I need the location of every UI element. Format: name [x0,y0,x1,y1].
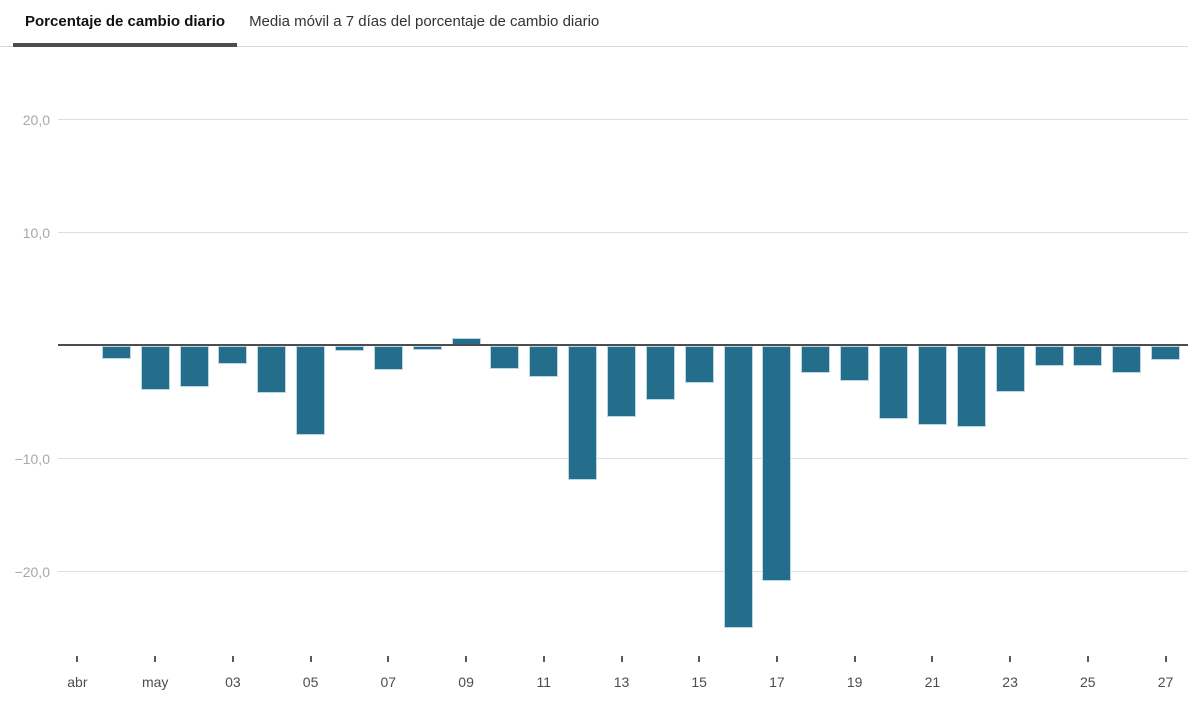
x-axis-label-09: 09 [458,674,474,690]
x-axis-tick [542,656,545,662]
y-axis-label--10: −10,0 [14,451,50,467]
x-axis-label-11: 11 [536,674,552,690]
bar[interactable] [179,346,209,388]
x-axis-label-may: may [141,674,169,690]
bar[interactable] [684,346,714,383]
x-axis-tick [698,656,701,662]
x-axis-tick [1086,656,1089,662]
x-axis-tick [853,656,856,662]
x-axis-label-25: 25 [1080,674,1096,690]
bar[interactable] [101,346,131,360]
tab-media-movil-7-dias[interactable]: Media móvil a 7 días del porcentaje de c… [249,13,600,30]
gridline--20 [58,571,1188,572]
x-axis-label-27: 27 [1157,674,1174,690]
x-axis-label-21: 21 [924,674,941,690]
x-axis-tick [931,656,934,662]
x-axis-tick [620,656,623,662]
bar[interactable] [840,346,870,381]
x-axis-tick [154,656,157,662]
bar[interactable] [879,346,908,419]
bar[interactable] [995,346,1025,392]
gridline-20 [58,119,1188,120]
bar[interactable] [373,346,403,371]
bar[interactable] [412,346,442,350]
bar[interactable] [218,346,248,364]
y-axis-label-20: 20,0 [22,112,50,128]
bar[interactable] [1034,346,1064,366]
x-axis-tick [1009,656,1012,662]
x-axis-label-15: 15 [691,674,707,690]
x-axis-tick [775,656,778,662]
y-axis-label--20: −20,0 [14,564,50,580]
x-axis-label-13: 13 [613,674,630,690]
bar[interactable] [723,346,753,628]
x-axis-tick [465,656,468,662]
x-axis-label-17: 17 [769,674,785,690]
x-axis-tick [76,656,79,662]
bar[interactable] [257,346,287,393]
x-axis-label-07: 07 [380,674,397,690]
x-axis-label-abr: abr [67,674,88,690]
gridline--10 [58,458,1188,459]
x-axis-tick [387,656,390,662]
x-axis-tick [309,656,312,662]
bar[interactable] [762,346,792,581]
chart-tab-bar: Porcentaje de cambio diario Media móvil … [0,0,1188,47]
x-axis-label-05: 05 [302,674,319,690]
y-axis-label-10: 10,0 [22,225,50,241]
bar[interactable] [1112,346,1142,373]
bar[interactable] [1151,346,1181,361]
bar[interactable] [529,346,559,378]
bar[interactable] [1073,346,1103,366]
bar[interactable] [956,346,986,427]
bar[interactable] [490,346,520,370]
x-axis-label-23: 23 [1002,674,1018,690]
x-axis-tick [1164,656,1167,662]
x-axis-label-03: 03 [225,674,241,690]
bar[interactable] [801,346,831,373]
bar[interactable] [140,346,170,390]
gridline-10 [58,232,1188,233]
bar[interactable] [296,346,326,435]
x-axis-tick [231,656,234,662]
x-axis-label-19: 19 [846,674,863,690]
bar[interactable] [335,346,364,352]
tab-porcentaje-cambio-diario[interactable]: Porcentaje de cambio diario [13,0,238,47]
bar[interactable] [917,346,947,425]
zero-axis-line [58,344,1188,346]
bar[interactable] [645,346,675,400]
bar[interactable] [568,346,598,480]
bar[interactable] [607,346,636,417]
